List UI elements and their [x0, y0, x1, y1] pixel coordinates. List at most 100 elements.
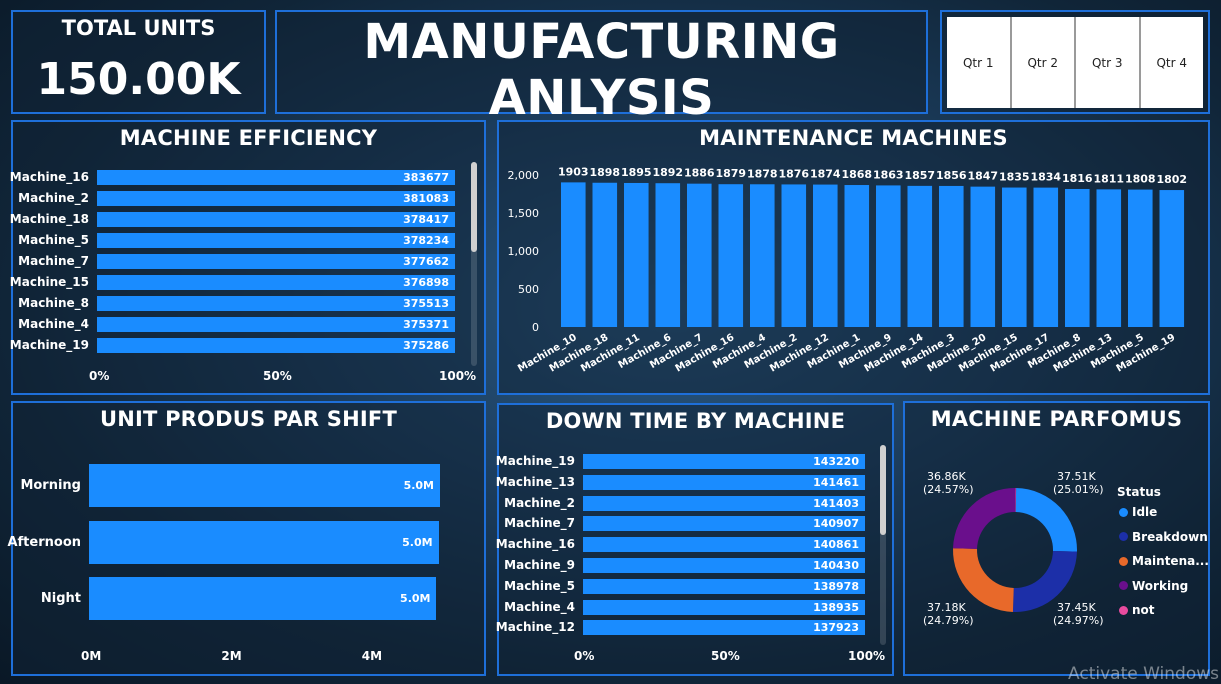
- bar[interactable]: 140907: [583, 516, 865, 532]
- bar-data-label: 141403: [813, 496, 859, 510]
- slicer-qtr-3[interactable]: Qtr 3: [1076, 17, 1141, 108]
- bar[interactable]: 376898: [97, 275, 455, 290]
- shift-bar-row[interactable]: Morning 5.0M: [20, 464, 449, 507]
- efficiency-scrollbar[interactable]: [471, 162, 477, 366]
- maintenance-bar-data-label: 1895: [621, 166, 652, 179]
- legend-item[interactable]: Breakdown: [1119, 530, 1208, 544]
- bar-data-label: 138978: [813, 579, 859, 593]
- quarter-slicer-buttons: Qtr 1 Qtr 2 Qtr 3 Qtr 4: [947, 17, 1203, 108]
- bar[interactable]: 383677: [97, 170, 455, 185]
- downtime-panel: DOWN TIME BY MACHINE Machine_19 143220 Mac…: [496, 403, 894, 676]
- bar-row[interactable]: Machine_19 143220: [496, 454, 865, 469]
- maintenance-bar-data-label: 1811: [1093, 172, 1124, 185]
- bar-row[interactable]: Machine_5 138978: [504, 578, 865, 594]
- bar-row[interactable]: Machine_7 140907: [504, 516, 865, 532]
- bar[interactable]: 378417: [97, 212, 455, 227]
- quarter-slicer: Qtr 1 Qtr 2 Qtr 3 Qtr 4: [940, 10, 1210, 114]
- legend-item[interactable]: Idle: [1119, 505, 1157, 519]
- maintenance-bar-data-label: 1834: [1030, 171, 1061, 184]
- bar-row[interactable]: Machine_16 140861: [496, 537, 865, 553]
- bar[interactable]: 138935: [583, 599, 865, 615]
- shift-bar-row[interactable]: Night 5.0M: [41, 577, 449, 620]
- bar-category-label: Machine_16: [9, 170, 89, 184]
- bar-category-label: Machine_2: [18, 191, 89, 205]
- maintenance-bar: [592, 182, 618, 327]
- efficiency-axis-tick: 0%: [89, 369, 110, 383]
- maintenance-bar-data-label: 1876: [778, 167, 809, 180]
- maintenance-bar-data-label: 1879: [715, 167, 746, 180]
- bar[interactable]: 375513: [97, 296, 455, 311]
- maintenance-y-tick: 1,500: [508, 207, 540, 220]
- bar-category-label: Machine_8: [18, 296, 89, 310]
- bar-category-label: Machine_13: [495, 474, 575, 489]
- bar-row[interactable]: Machine_8 375513: [18, 296, 455, 311]
- maintenance-bar: [718, 184, 744, 327]
- bar[interactable]: 378234: [97, 233, 455, 248]
- bar-category-label: Machine_12: [495, 620, 575, 635]
- shift-axis-tick: 2M: [221, 649, 242, 663]
- bar[interactable]: 375286: [97, 338, 455, 353]
- bar-row[interactable]: Machine_19 375286: [10, 338, 455, 353]
- maintenance-machines-panel: MAINTENANCE MACHINES 0 500 1,000 1,500 2,000…: [497, 120, 1210, 395]
- slicer-qtr-4[interactable]: Qtr 4: [1140, 17, 1203, 108]
- shift-axis-tick: 4M: [361, 649, 383, 663]
- bar-category-label: Machine_2: [504, 495, 575, 510]
- maintenance-y-tick: 1,000: [508, 245, 540, 258]
- shift-bar[interactable]: 5.0M: [89, 520, 439, 564]
- legend-item[interactable]: not: [1119, 603, 1155, 617]
- shift-bar-row[interactable]: Afternoon 5.0M: [7, 520, 449, 564]
- maintenance-bar-data-label: 1878: [747, 167, 778, 180]
- bar[interactable]: 377662: [97, 254, 455, 269]
- unit-per-shift-panel: UNIT PRODUS PAR SHIFT Morning 5.0M Afterno…: [7, 401, 486, 676]
- bar-category-label: Machine_7: [18, 254, 89, 268]
- maintenance-bar: [624, 182, 649, 327]
- bar-row[interactable]: Machine_2 141403: [504, 495, 865, 511]
- maintenance-bar-data-label: 1892: [652, 166, 683, 179]
- downtime-scrollbar-thumb[interactable]: [880, 445, 886, 535]
- bar-row[interactable]: Machine_2 381083: [18, 191, 455, 206]
- bar-row[interactable]: Machine_16 383677: [10, 170, 455, 185]
- legend-label: not: [1132, 603, 1155, 617]
- bar-data-label: 375513: [403, 297, 449, 310]
- bar-row[interactable]: Machine_18 378417: [10, 212, 455, 227]
- legend-label: Maintena...: [1132, 554, 1209, 568]
- efficiency-scrollbar-thumb[interactable]: [471, 162, 477, 252]
- bar[interactable]: 140861: [583, 537, 865, 553]
- legend-item[interactable]: Working: [1119, 579, 1188, 593]
- downtime-scrollbar[interactable]: [880, 445, 886, 645]
- shift-bar[interactable]: 5.0M: [89, 577, 437, 620]
- shift-bar[interactable]: 5.0M: [89, 464, 440, 507]
- bar-row[interactable]: Machine_4 375371: [18, 317, 455, 332]
- bar-row[interactable]: Machine_7 377662: [18, 254, 455, 269]
- bar[interactable]: 137923: [583, 620, 865, 636]
- bar[interactable]: 141461: [583, 474, 865, 490]
- maintenance-bar-data-label: 1898: [589, 166, 620, 179]
- bar[interactable]: 140430: [583, 558, 865, 573]
- bar-row[interactable]: Machine_5 378234: [18, 233, 455, 248]
- slicer-qtr-1[interactable]: Qtr 1: [947, 17, 1012, 108]
- bar[interactable]: 138978: [583, 578, 865, 594]
- bar[interactable]: 375371: [97, 317, 455, 332]
- bar-row[interactable]: Machine_13 141461: [496, 474, 865, 490]
- shift-axis-tick: 0M: [81, 649, 102, 663]
- bar-row[interactable]: Machine_4 138935: [504, 599, 865, 615]
- slicer-qtr-2[interactable]: Qtr 2: [1011, 17, 1076, 108]
- donut-value-label: 37.45K: [1057, 601, 1096, 614]
- maintenance-bar-data-label: 1808: [1125, 173, 1156, 186]
- donut-percent-label: (24.79%): [923, 614, 974, 627]
- bar[interactable]: 143220: [583, 454, 865, 469]
- shift-label: Afternoon: [7, 534, 81, 550]
- bar-row[interactable]: Machine_9 140430: [504, 558, 865, 573]
- legend-dot-icon: [1119, 581, 1128, 590]
- maintenance-bar: [561, 182, 586, 327]
- legend-label: Idle: [1132, 505, 1158, 519]
- shift-label: Morning: [20, 478, 81, 493]
- bar[interactable]: 141403: [583, 495, 865, 511]
- legend-item[interactable]: Maintena...: [1119, 554, 1209, 568]
- bar-data-label: 141461: [813, 475, 859, 489]
- bar-row[interactable]: Machine_15 376898: [10, 275, 455, 290]
- bar-data-label: 140430: [813, 559, 859, 572]
- bar-row[interactable]: Machine_12 137923: [496, 620, 865, 636]
- total-units-label: TOTAL UNITS: [61, 16, 216, 40]
- bar[interactable]: 381083: [97, 191, 455, 206]
